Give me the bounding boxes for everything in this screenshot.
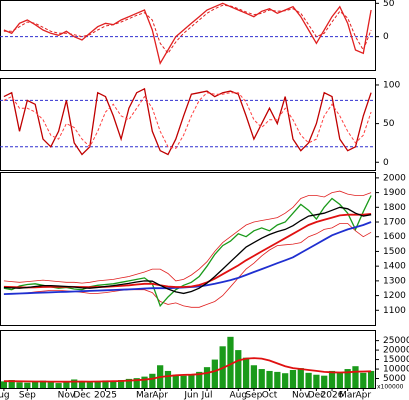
series-line — [3, 195, 372, 308]
volume-bar — [110, 380, 117, 388]
x-tick-label: Jul — [201, 391, 213, 400]
volume-bar — [125, 378, 133, 388]
y-tick-label: 1500 — [383, 247, 406, 257]
x-tick-label: ug — [0, 391, 10, 400]
y-tick-label: 20000 — [383, 346, 409, 356]
x-tick-label: Aug — [229, 391, 247, 400]
y-tick-label: 1400 — [383, 262, 406, 272]
volume-bar — [266, 370, 273, 388]
volume-bar — [149, 373, 156, 388]
volume-bar — [71, 379, 78, 388]
x-tick-label: Mar — [136, 391, 153, 400]
volume-bar — [196, 371, 203, 388]
y-tick-label: 1900 — [383, 188, 406, 198]
y-tick-label: 1100 — [383, 306, 406, 316]
volume-bar — [242, 357, 250, 388]
volume-bar — [289, 369, 297, 388]
volume-bar — [8, 380, 15, 388]
volume-bar — [47, 382, 54, 388]
volume-bar — [86, 382, 93, 388]
volume-bar — [141, 376, 148, 388]
volume-bar — [274, 371, 281, 388]
volume-bar — [0, 381, 8, 388]
series-line — [3, 4, 372, 55]
y-tick-label: 1200 — [383, 291, 406, 301]
y-tick-label: 1300 — [383, 276, 406, 286]
volume-bar — [258, 369, 265, 388]
volume-bar — [344, 369, 351, 388]
y-tick-label: 5000 — [383, 374, 406, 384]
y-tick-label: 0 — [383, 32, 389, 42]
x-tick-label: Apr — [355, 391, 371, 400]
x-tick-label: Nov — [58, 391, 76, 400]
x-tick-label: Dec — [308, 391, 325, 400]
volume-bar — [32, 381, 39, 388]
volume-bar — [164, 370, 172, 388]
series-line — [3, 2, 372, 66]
volume-bar — [133, 378, 140, 388]
x-tick-label: Jun — [183, 391, 198, 400]
series-line — [3, 190, 372, 284]
series-line — [3, 206, 372, 295]
volume-bar — [39, 380, 47, 388]
volume-bar — [117, 380, 125, 388]
y-tick-label: 50 — [383, 0, 395, 9]
volume-bar — [102, 380, 109, 388]
x-tick-label: Nov — [292, 391, 310, 400]
x-tick-label: Apr — [152, 391, 168, 400]
volume-bar — [180, 375, 187, 388]
volume-bar — [250, 365, 258, 388]
volume-bar — [63, 382, 70, 388]
volume-bar — [203, 367, 211, 388]
volume-bar — [305, 372, 312, 388]
volume-bar — [321, 375, 328, 388]
volume-bar — [235, 350, 242, 388]
volume-bar — [94, 381, 101, 388]
volume-bar — [328, 370, 336, 388]
panel-frame — [0, 78, 376, 171]
series-line — [3, 357, 372, 383]
x-tick-label: Sep — [245, 391, 262, 400]
x-tick-label: Mar — [339, 391, 356, 400]
x-tick-label: Dec — [73, 391, 90, 400]
x-tick-label: 2025 — [94, 391, 117, 400]
series-line — [3, 223, 372, 308]
y-tick-label: 1800 — [383, 203, 406, 213]
panel-frame — [0, 0, 376, 71]
x-tick-label: 2026 — [321, 391, 344, 400]
volume-bar — [24, 382, 31, 388]
volume-bar — [367, 370, 375, 388]
volume-bar — [297, 368, 304, 388]
volume-bar — [336, 372, 343, 388]
y-tick-label: 10000 — [383, 365, 409, 375]
series-line — [3, 92, 372, 149]
volume-bar — [188, 374, 195, 388]
volume-multiplier: x100000 — [377, 384, 404, 391]
volume-bar — [227, 336, 234, 388]
panel-frame — [0, 172, 376, 326]
volume-bar — [78, 381, 86, 388]
y-tick-label: 50 — [383, 119, 395, 129]
volume-bar — [211, 359, 218, 388]
volume-bar — [360, 372, 367, 388]
volume-bar — [313, 374, 320, 388]
volume-bar — [352, 366, 359, 388]
x-tick-label: Sep — [19, 391, 36, 400]
series-line — [3, 87, 372, 156]
volume-bar — [16, 382, 23, 388]
y-tick-label: 25000 — [383, 336, 409, 346]
volume-bar — [282, 373, 289, 388]
y-tick-label: 1600 — [383, 232, 406, 242]
volume-bar — [55, 383, 62, 388]
y-tick-label: 2000 — [383, 173, 406, 183]
y-tick-label: 15000 — [383, 355, 409, 365]
y-tick-label: 100 — [383, 80, 400, 90]
x-tick-label: Oct — [262, 391, 278, 400]
volume-bar — [172, 374, 179, 388]
y-tick-label: 1700 — [383, 218, 406, 228]
series-line — [3, 213, 372, 289]
y-tick-label: 0 — [383, 158, 389, 168]
